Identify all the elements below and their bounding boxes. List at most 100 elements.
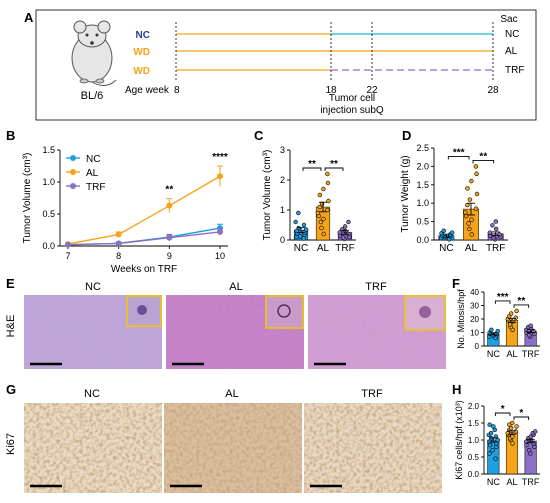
significance-bracket xyxy=(513,416,530,420)
week-8-label: 8 xyxy=(174,85,180,96)
y-tick-label: 0.5 xyxy=(468,453,480,462)
data-point xyxy=(166,234,173,241)
significance-bracket xyxy=(302,167,322,171)
significance-label: *** xyxy=(453,147,465,158)
ki67-image-al xyxy=(164,403,302,493)
legend-label: TRF xyxy=(86,182,105,193)
legend-marker xyxy=(70,183,76,189)
y-axis-title: Tumor Volume (cm³) xyxy=(262,150,273,241)
y-tick-label: 10 xyxy=(470,329,479,338)
series-line-trf xyxy=(67,231,221,246)
significance-label: * xyxy=(501,404,505,415)
diet-label-row-1: NC xyxy=(136,30,150,41)
data-point xyxy=(341,235,346,240)
diet-label-row-2: WD xyxy=(133,47,150,58)
data-point xyxy=(325,180,331,186)
data-point xyxy=(513,429,518,434)
panel-letter-h: H xyxy=(452,382,461,397)
y-tick-label: 1.5 xyxy=(416,180,429,190)
y-tick-label: 0.0 xyxy=(468,470,480,479)
week-18-label: 18 xyxy=(325,85,337,96)
significance-label: ** xyxy=(165,185,173,196)
data-point xyxy=(474,191,480,197)
y-tick-label: 2.0 xyxy=(416,161,429,171)
data-point xyxy=(533,429,538,434)
significance-bracket xyxy=(324,167,344,171)
data-point xyxy=(317,192,323,198)
significance-label: ** xyxy=(517,296,525,307)
y-tick-label: 40 xyxy=(470,288,479,297)
panel-h-bar-chart: 0.0 0.5 1.0 1.5 2.0 Ki67 cells/hpf (x10³) NC AL… xyxy=(454,400,540,487)
y-tick-label: 1.0 xyxy=(42,177,55,187)
data-point xyxy=(294,228,299,234)
y-tick-label: 0.0 xyxy=(416,235,429,245)
data-point xyxy=(469,217,474,222)
panel-c-bar-chart: 0 1 2 3 Tumor Volume (cm³) NC AL TRF ** ** xyxy=(262,145,356,254)
y-tick-label: 1.5 xyxy=(42,145,55,155)
data-point xyxy=(487,451,492,456)
data-point xyxy=(474,171,479,176)
data-point xyxy=(510,420,515,426)
data-point xyxy=(166,202,173,209)
data-point xyxy=(493,226,499,232)
y-tick-label: 2.5 xyxy=(416,143,429,153)
ki67-title-al: AL xyxy=(225,388,238,400)
y-tick-label: 2 xyxy=(280,175,285,185)
significance-label: ** xyxy=(479,151,487,162)
x-axis-title: Weeks on TRF xyxy=(111,264,177,275)
he-title-al: AL xyxy=(229,281,242,293)
x-tick-label: TRF xyxy=(335,243,354,254)
data-point xyxy=(65,241,71,248)
x-tick-label: NC xyxy=(294,243,308,254)
he-image-trf xyxy=(308,295,446,369)
data-point xyxy=(326,198,331,204)
data-point xyxy=(217,228,223,235)
data-point xyxy=(510,441,515,446)
y-tick-label: 20 xyxy=(470,315,479,324)
data-point xyxy=(346,219,351,225)
data-point xyxy=(509,425,514,431)
x-tick-label: AL xyxy=(506,477,517,487)
data-point xyxy=(297,234,303,239)
data-point xyxy=(315,210,321,216)
data-point xyxy=(469,232,474,237)
data-point xyxy=(296,210,301,216)
data-point xyxy=(325,207,330,213)
panel-letter-f: F xyxy=(452,276,460,291)
y-tick-label: 1 xyxy=(280,205,285,215)
injection-label-line-2: injection subQ xyxy=(320,105,384,116)
y-tick-label: 1.5 xyxy=(468,419,480,428)
y-tick-label: 1.0 xyxy=(468,436,480,445)
data-point xyxy=(294,234,299,240)
data-point xyxy=(449,230,455,235)
data-point xyxy=(318,219,323,225)
significance-label: ** xyxy=(330,159,338,170)
data-point xyxy=(321,186,326,192)
panel-a-frame xyxy=(35,9,537,121)
data-point xyxy=(514,424,519,429)
x-tick-label: AL xyxy=(506,349,517,359)
data-point xyxy=(528,323,533,328)
significance-bracket xyxy=(472,159,495,164)
data-point xyxy=(325,171,330,177)
he-image-al xyxy=(166,295,304,369)
he-inset-al xyxy=(265,295,304,329)
series-line-al xyxy=(67,175,221,245)
series-line-nc xyxy=(67,227,221,246)
data-point xyxy=(526,448,532,453)
legend-marker xyxy=(70,169,76,175)
panel-letter-b: B xyxy=(6,128,15,143)
data-point xyxy=(491,235,496,241)
he-image-nc xyxy=(24,295,162,369)
data-point xyxy=(463,210,468,215)
data-point xyxy=(115,231,122,238)
x-tick-label: AL xyxy=(317,243,330,254)
data-point xyxy=(487,422,492,427)
panel-letter-g: G xyxy=(6,382,16,397)
data-point xyxy=(469,178,474,184)
significance-label: * xyxy=(519,408,523,419)
y-axis-title: Tumor Volume (cm³) xyxy=(22,153,33,244)
data-point xyxy=(510,434,515,439)
